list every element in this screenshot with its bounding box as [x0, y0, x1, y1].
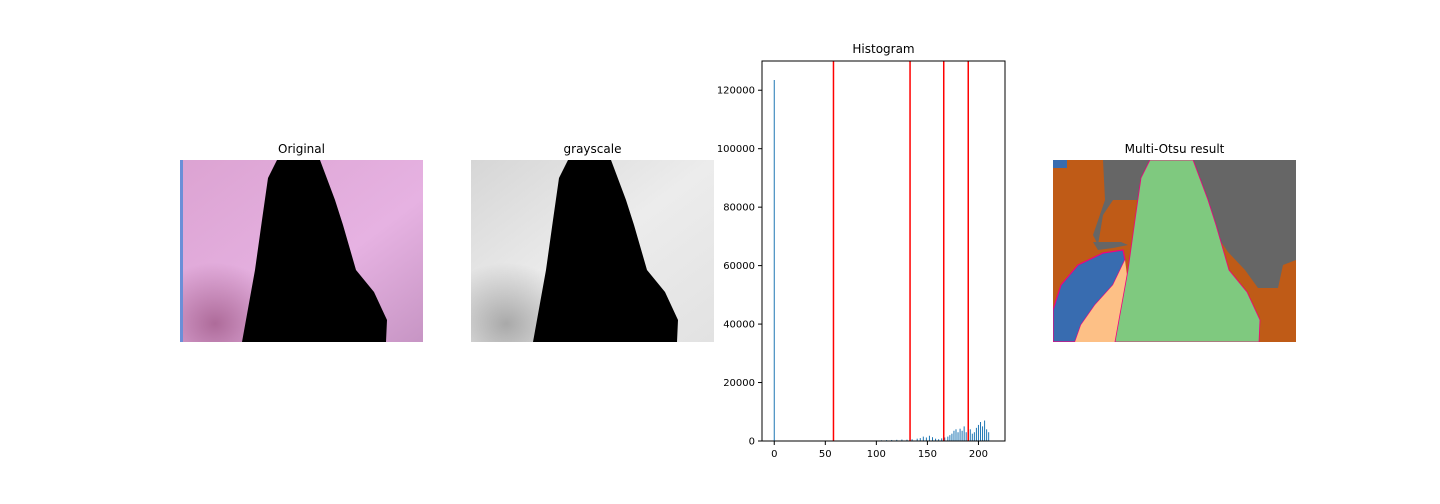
- histogram-bars: [773, 80, 990, 441]
- histogram-bar: [988, 432, 990, 441]
- y-tick-label: 40000: [723, 320, 755, 331]
- y-tick-label: 80000: [723, 203, 755, 214]
- histogram-bar: [925, 437, 927, 441]
- histogram-bar: [977, 424, 979, 441]
- black-object: [533, 160, 678, 342]
- y-tick-label: 0: [749, 437, 755, 448]
- histogram-bar: [955, 429, 957, 441]
- grayscale-image: [471, 160, 714, 342]
- histogram-bar: [919, 438, 921, 441]
- histogram-chart: 0 50 100 150 200 0 20000 40000 60000 80000 100000 1…: [717, 60, 1006, 460]
- histogram-bar: [979, 422, 981, 441]
- histogram-bar: [986, 429, 988, 441]
- histogram-bar: [896, 439, 898, 441]
- histogram-bar: [941, 438, 943, 441]
- blue-region: [1053, 249, 1126, 342]
- peach-region: [1075, 260, 1127, 342]
- histogram-bar: [928, 435, 930, 441]
- histogram-bar: [963, 426, 965, 441]
- histogram-title: Histogram: [852, 42, 915, 56]
- grayscale-title: grayscale: [563, 142, 622, 156]
- histogram-bar: [901, 439, 903, 441]
- y-tick-label: 20000: [723, 378, 755, 389]
- histogram-bar: [922, 436, 924, 441]
- histogram-bar: [951, 433, 953, 441]
- multi-otsu-image: [1053, 160, 1296, 342]
- x-tick-label: 200: [969, 449, 988, 460]
- green-region: [1114, 160, 1261, 342]
- original-title: Original: [278, 142, 325, 156]
- histogram-bar: [971, 433, 973, 441]
- histogram-bar: [932, 437, 934, 441]
- histogram-bar: [891, 439, 893, 441]
- histogram-bar: [973, 432, 975, 441]
- histogram-bar: [935, 438, 937, 441]
- histogram-bar: [969, 429, 971, 441]
- original-image: [180, 160, 423, 342]
- y-tick-label: 100000: [717, 144, 755, 155]
- x-tick-label: 0: [771, 449, 777, 460]
- y-tick-label: 60000: [723, 261, 755, 272]
- histogram-bar: [773, 80, 775, 441]
- histogram-bar: [938, 439, 940, 441]
- x-tick-label: 150: [918, 449, 937, 460]
- y-tick-label: 120000: [717, 86, 755, 97]
- black-object: [242, 160, 387, 342]
- histogram-bar: [944, 437, 946, 441]
- histogram-bar: [959, 428, 961, 441]
- histogram-bar: [961, 430, 963, 441]
- histogram-bar: [984, 420, 986, 441]
- histogram-bar: [949, 435, 951, 441]
- x-tick-label: 50: [819, 449, 832, 460]
- histogram-bar: [916, 438, 918, 441]
- histogram-bar: [965, 432, 967, 441]
- histogram-bar: [911, 439, 913, 441]
- plot-frame: [761, 60, 1006, 442]
- histogram-bar: [975, 427, 977, 441]
- histogram-bar: [982, 426, 984, 441]
- histogram-bar: [953, 430, 955, 441]
- histogram-bar: [957, 432, 959, 441]
- histogram-bar: [947, 436, 949, 441]
- x-tick-label: 100: [867, 449, 886, 460]
- histogram-axes: 0 50 100 150 200 0 20000 40000 60000 80000 100000 1…: [717, 60, 1006, 460]
- threshold-lines: [832, 61, 969, 441]
- histogram-bar: [906, 439, 908, 441]
- multi-otsu-title: Multi-Otsu result: [1124, 142, 1225, 156]
